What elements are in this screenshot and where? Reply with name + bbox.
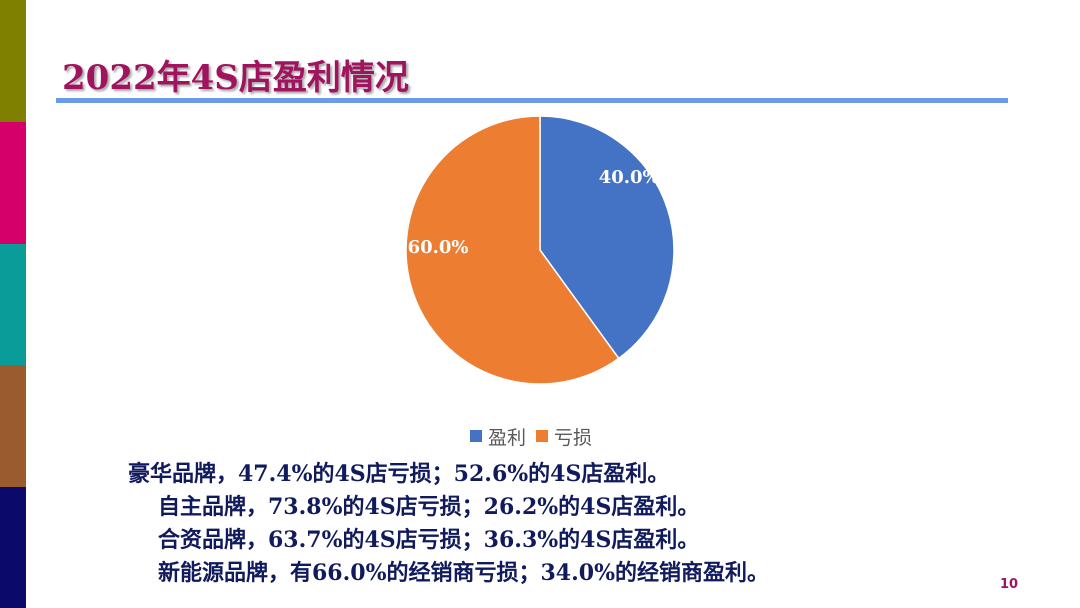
legend-swatch-loss <box>536 430 549 442</box>
pie-label-profit: 40.0% <box>599 167 660 188</box>
side-segment-teal <box>0 244 26 365</box>
summary-text: 豪华品牌，47.4%的4S店亏损；52.6%的4S店盈利。 自主品牌，73.8%… <box>128 458 769 590</box>
side-color-bar <box>0 0 26 608</box>
legend-swatch-profit <box>470 430 482 442</box>
legend-item-loss: 亏损 <box>536 423 592 450</box>
legend-label-loss: 亏损 <box>554 426 593 449</box>
summary-line-domestic: 自主品牌，73.8%的4S店亏损；26.2%的4S店盈利。 <box>158 494 700 520</box>
summary-line-new-energy: 新能源品牌，有66.0%的经销商亏损；34.0%的经销商盈利。 <box>158 560 769 586</box>
pie-chart: 40.0% 60.0% <box>405 115 675 385</box>
slide-title: 2022年4S店盈利情况 <box>62 58 409 98</box>
chart-legend: 盈利 亏损 <box>470 423 592 450</box>
pie-slice-loss <box>405 115 620 385</box>
legend-item-profit: 盈利 <box>470 423 526 450</box>
pie-label-loss: 60.0% <box>408 237 469 258</box>
title-underline <box>56 98 1008 103</box>
summary-line-joint-venture: 合资品牌，63.7%的4S店亏损；36.3%的4S店盈利。 <box>158 527 700 553</box>
side-segment-olive <box>0 0 26 122</box>
legend-label-profit: 盈利 <box>488 426 527 449</box>
side-segment-navy <box>0 487 26 608</box>
pie-slice-profit <box>539 115 675 360</box>
side-segment-magenta <box>0 122 26 244</box>
side-segment-brown <box>0 365 26 487</box>
page-number: 10 <box>1000 577 1019 592</box>
summary-line-luxury: 豪华品牌，47.4%的4S店亏损；52.6%的4S店盈利。 <box>128 461 670 487</box>
